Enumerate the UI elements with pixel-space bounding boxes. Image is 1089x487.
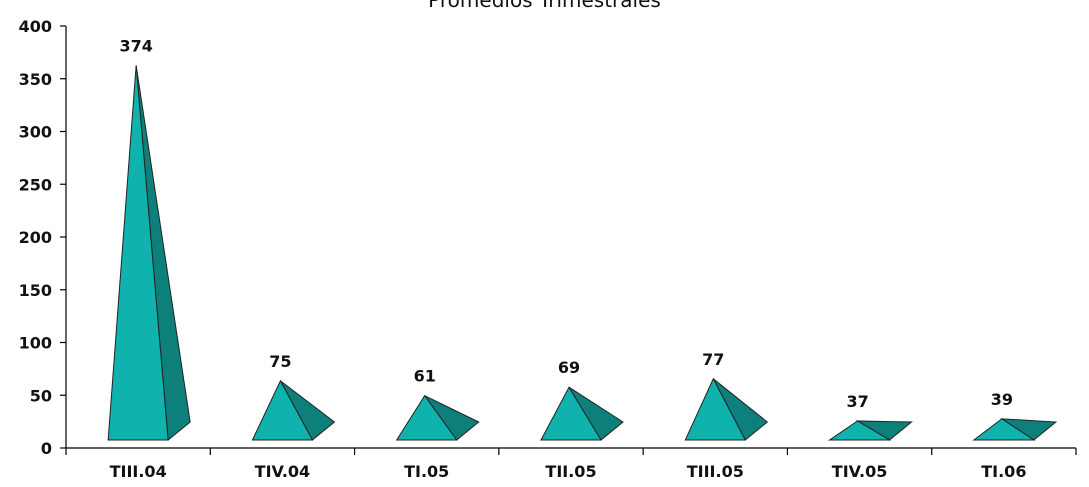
x-category-label: TI.05 xyxy=(404,462,449,481)
chart-data-labels: 374 75 61 69 77 37 39 xyxy=(119,36,1013,411)
y-tick-label: 0 xyxy=(41,439,52,458)
data-label: 37 xyxy=(846,392,868,411)
chart-axes: 0 50 100 150 200 250 300 350 400 TIII.04 TIV.04 TI.… xyxy=(19,17,1077,481)
x-category-label: TIII.04 xyxy=(110,462,167,481)
pyramid-front-face xyxy=(684,377,747,441)
pyramid-front-face xyxy=(972,418,1036,441)
y-tick-label: 200 xyxy=(19,228,52,247)
pyramid-front-face xyxy=(107,65,169,441)
x-category-label: TIV.04 xyxy=(255,462,311,481)
data-label: 75 xyxy=(269,352,291,371)
data-label: 77 xyxy=(702,350,724,369)
pyramid-front-face xyxy=(827,420,892,441)
pyramid-bar xyxy=(540,386,624,441)
x-category-label: TIV.05 xyxy=(832,462,888,481)
chart-title: Promedios Trimestrales xyxy=(428,0,661,12)
y-tick-label: 50 xyxy=(30,386,52,405)
pyramid-front-face xyxy=(395,394,458,441)
pyramid-bar xyxy=(972,418,1058,441)
pyramid-bar xyxy=(395,394,480,441)
data-label: 39 xyxy=(991,390,1013,409)
x-category-label: TIII.05 xyxy=(687,462,744,481)
pyramid-front-face xyxy=(251,379,314,441)
pyramid-bar xyxy=(827,420,913,441)
data-label: 69 xyxy=(558,358,580,377)
y-tick-label: 100 xyxy=(19,334,52,353)
y-tick-label: 250 xyxy=(19,175,52,194)
pyramid-front-face xyxy=(540,386,602,441)
y-tick-label: 400 xyxy=(19,17,52,36)
y-tick-label: 350 xyxy=(19,70,52,89)
pyramid-bar xyxy=(107,65,191,441)
pyramid-bar xyxy=(251,379,336,441)
data-label: 374 xyxy=(119,36,152,55)
x-category-label: TII.05 xyxy=(545,462,596,481)
data-label: 61 xyxy=(414,367,436,386)
chart-bars xyxy=(107,65,1058,441)
pyramid-bar xyxy=(684,377,769,441)
x-category-label: TI.06 xyxy=(981,462,1026,481)
y-tick-label: 300 xyxy=(19,123,52,142)
y-tick-label: 150 xyxy=(19,281,52,300)
